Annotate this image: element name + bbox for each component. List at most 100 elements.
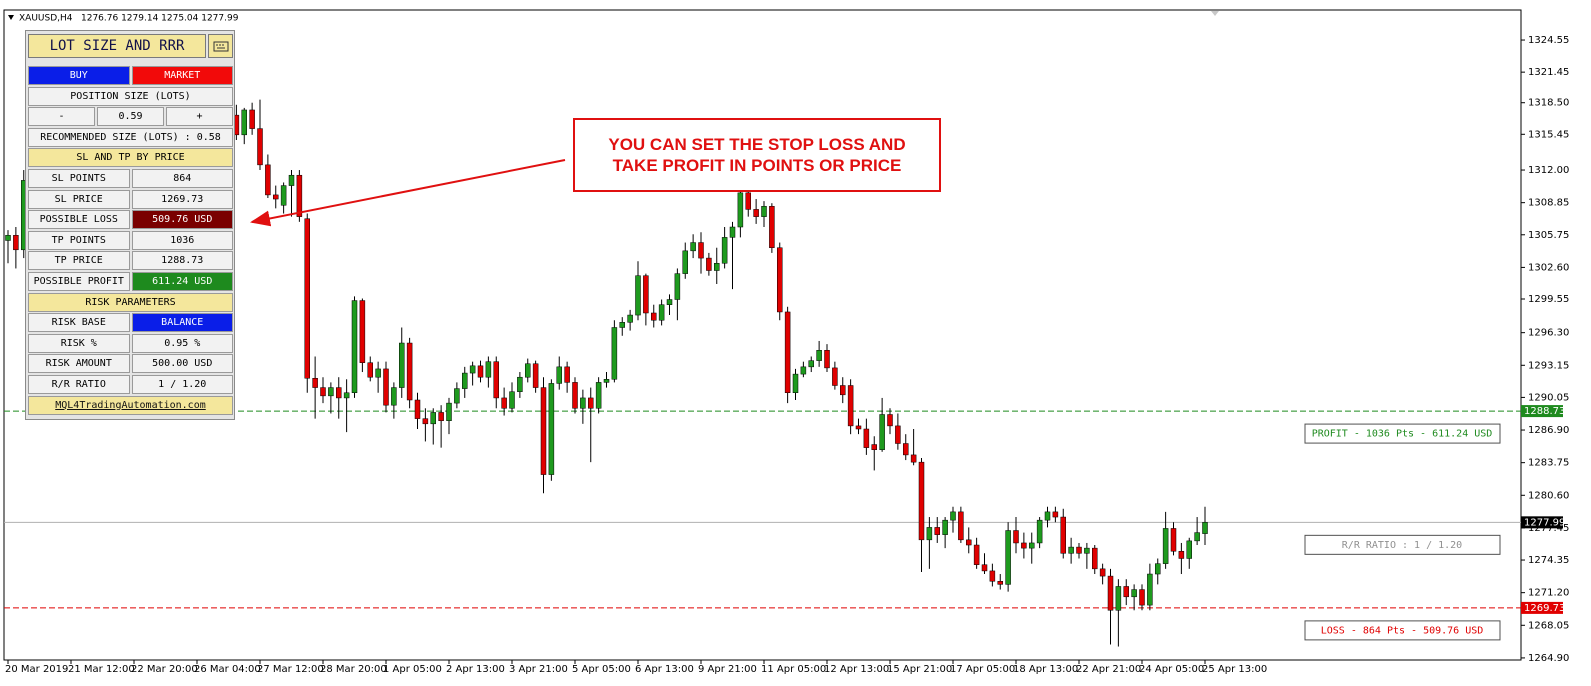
field-label: R/R RATIO xyxy=(28,374,130,394)
x-tick-label: 9 Apr 21:00 xyxy=(698,664,757,675)
row: POSSIBLE LOSS 509.76 USD xyxy=(28,210,233,230)
candle-body xyxy=(525,363,531,378)
field-label: RISK % xyxy=(28,333,130,353)
candle-body xyxy=(958,511,964,541)
candle-body xyxy=(540,387,547,475)
candle-body xyxy=(619,322,625,328)
minus-button[interactable]: - xyxy=(28,107,95,127)
field-label: POSSIBLE PROFIT xyxy=(28,271,130,291)
candle-body xyxy=(627,314,633,323)
x-tick-label: 26 Mar 04:00 xyxy=(194,664,261,675)
candle-body xyxy=(871,444,877,450)
candle-body xyxy=(493,361,499,399)
buy-button[interactable]: BUY xyxy=(28,66,130,85)
candle-body xyxy=(273,194,279,200)
row: - 0.59 + xyxy=(28,107,233,127)
callout-line: YOU CAN SET THE STOP LOSS AND xyxy=(608,135,906,154)
x-tick-label: 20 Mar 2019 xyxy=(5,664,68,675)
row: RISK BASE BALANCE xyxy=(28,313,233,333)
y-tick-label: 1308.85 xyxy=(1528,198,1569,209)
candle-body xyxy=(840,385,846,396)
x-tick-label: 18 Apr 13:00 xyxy=(1013,664,1078,675)
x-tick-label: 12 Apr 13:00 xyxy=(824,664,889,675)
candle-body xyxy=(5,235,11,241)
candle-body xyxy=(414,399,421,419)
y-tick-label: 1286.90 xyxy=(1528,425,1569,436)
field-label: RISK BASE xyxy=(28,313,130,333)
level-tag-label: PROFIT - 1036 Pts - 611.24 USD xyxy=(1312,429,1493,440)
candle-body xyxy=(714,263,720,271)
shift-marker xyxy=(1211,11,1219,16)
candle-body xyxy=(895,425,901,444)
y-tick-label: 1315.45 xyxy=(1528,129,1569,140)
y-tick-label: 1299.55 xyxy=(1528,294,1569,305)
risk-base-button[interactable]: BALANCE xyxy=(131,313,233,333)
candle-body xyxy=(595,382,602,409)
field-input[interactable]: 0.95 % xyxy=(131,333,233,353)
candle-body xyxy=(430,412,436,425)
x-tick-label: 1 Apr 05:00 xyxy=(383,664,442,675)
level-tag-label: R/R RATIO : 1 / 1.20 xyxy=(1342,540,1462,551)
field-value: 1 / 1.20 xyxy=(131,374,233,394)
row: SL POINTS 864 xyxy=(28,168,233,188)
price-marker-label: 1277.99 xyxy=(1524,517,1565,528)
lot-size-panel: LOT SIZE AND RRR BUY MARKET POSITION SIZ… xyxy=(25,30,235,420)
candle-body xyxy=(532,363,539,388)
candle-body xyxy=(1021,542,1027,549)
candle-body xyxy=(1139,589,1145,606)
candle-body xyxy=(359,300,366,363)
field-input[interactable]: 864 xyxy=(131,168,233,188)
candle-body xyxy=(887,414,893,427)
candle-body xyxy=(517,376,523,392)
field-label: POSSIBLE LOSS xyxy=(28,210,130,230)
keyboard-button[interactable] xyxy=(208,34,233,58)
candle-body xyxy=(643,275,649,314)
field-input[interactable]: 1288.73 xyxy=(131,251,233,271)
candle-body xyxy=(1186,540,1192,559)
field-input[interactable]: 1036 xyxy=(131,230,233,250)
row: TP POINTS 1036 xyxy=(28,230,233,250)
callout: YOU CAN SET THE STOP LOSS AND TAKE PROFI… xyxy=(573,118,941,192)
candle-body xyxy=(485,361,492,378)
recommended: RECOMMENDED SIZE (LOTS) : 0.58 xyxy=(28,127,233,147)
candle-body xyxy=(769,206,775,248)
section-header[interactable]: SL AND TP BY PRICE xyxy=(28,148,233,168)
row: MQL4TradingAutomation.com xyxy=(28,395,233,415)
candle-body xyxy=(926,527,933,541)
lots-input[interactable]: 0.59 xyxy=(97,107,164,127)
plus-button[interactable]: + xyxy=(166,107,233,127)
candle-body xyxy=(1013,530,1019,544)
footer-link[interactable]: MQL4TradingAutomation.com xyxy=(28,395,233,415)
y-tick-label: 1264.90 xyxy=(1528,653,1569,664)
candle-body xyxy=(375,368,381,378)
candle-body xyxy=(1044,511,1051,521)
y-tick-label: 1280.60 xyxy=(1528,490,1569,501)
y-tick-label: 1290.05 xyxy=(1528,392,1569,403)
y-tick-label: 1283.75 xyxy=(1528,458,1569,469)
candle-body xyxy=(304,218,310,379)
candle-body xyxy=(808,360,814,368)
candle-body xyxy=(1084,547,1090,554)
row: TP PRICE 1288.73 xyxy=(28,251,233,271)
candle-body xyxy=(454,388,460,404)
candle-body xyxy=(320,387,326,397)
field-input[interactable]: 1269.73 xyxy=(131,189,233,209)
candle-body xyxy=(800,366,807,375)
x-tick-label: 11 Apr 05:00 xyxy=(761,664,826,675)
y-tick-label: 1293.15 xyxy=(1528,360,1569,371)
market-button[interactable]: MARKET xyxy=(131,66,233,85)
field-input[interactable]: 500.00 USD xyxy=(131,354,233,374)
candle-body xyxy=(572,382,578,409)
candle-body xyxy=(399,342,405,388)
panel-title: LOT SIZE AND RRR xyxy=(28,34,206,58)
candle-body xyxy=(753,209,759,217)
candle-body xyxy=(682,250,688,274)
level-tag xyxy=(1304,534,1501,555)
y-tick-label: 1268.05 xyxy=(1528,620,1569,631)
y-tick-label: 1318.50 xyxy=(1528,98,1569,109)
field-label: SL PRICE xyxy=(28,189,130,209)
ohlc: 1276.76 1279.14 1275.04 1277.99 xyxy=(81,14,239,24)
candle-body xyxy=(1178,550,1185,559)
candle-body xyxy=(438,412,444,421)
